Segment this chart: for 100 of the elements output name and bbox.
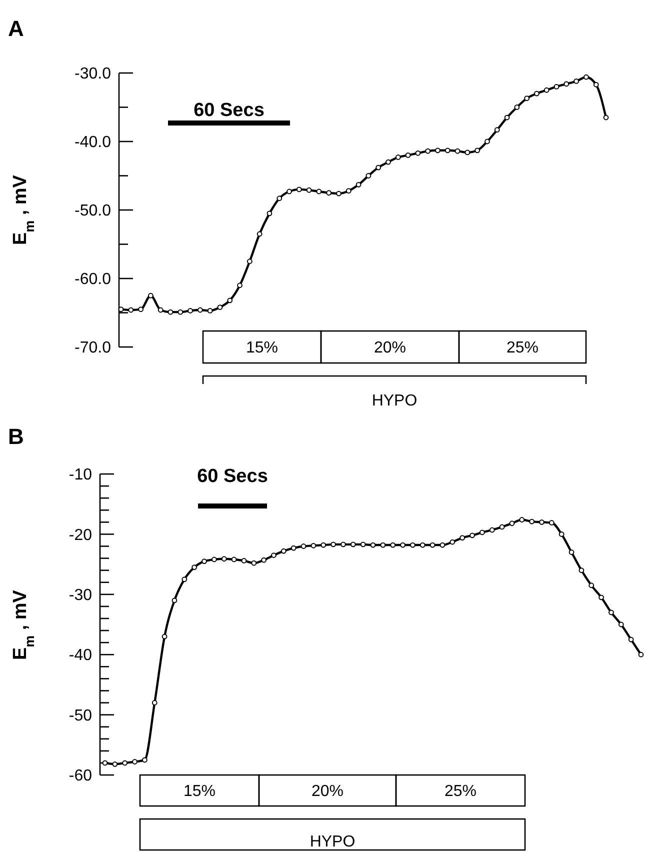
annotation: 60 Secs [197, 466, 268, 487]
point [148, 292, 154, 298]
point [172, 598, 178, 604]
y-tick-label: -30.0 [74, 66, 112, 83]
point [316, 188, 322, 194]
point [286, 188, 292, 194]
y-tick-label: -70.0 [74, 340, 112, 357]
point [534, 90, 540, 96]
point [350, 542, 356, 548]
point [266, 210, 272, 216]
point [588, 582, 594, 588]
point [568, 550, 574, 555]
point [415, 150, 421, 156]
point [504, 114, 510, 120]
point [241, 558, 247, 564]
point [360, 542, 366, 548]
point [420, 542, 426, 548]
point [280, 548, 286, 554]
point [231, 556, 237, 562]
point [539, 519, 544, 525]
point [489, 527, 495, 533]
point [558, 532, 564, 537]
point [122, 760, 128, 766]
point [395, 154, 401, 160]
annotation: 25% [506, 340, 539, 357]
point [227, 298, 233, 304]
point [499, 524, 505, 530]
point [188, 308, 193, 314]
point [564, 81, 570, 87]
point [221, 556, 227, 562]
y-tick-label: -40.0 [74, 134, 112, 152]
y-tick-label: -60.0 [74, 271, 112, 288]
text: 20% [311, 783, 344, 800]
point [217, 304, 223, 310]
text: 15% [183, 783, 216, 800]
point [554, 84, 560, 90]
chart-title: B [8, 424, 24, 449]
point [479, 530, 485, 536]
point [598, 594, 604, 600]
point [182, 576, 188, 582]
text: HYPO [310, 834, 356, 851]
point [132, 759, 138, 764]
point [519, 517, 525, 522]
point [162, 634, 168, 640]
point [386, 159, 391, 165]
point [356, 182, 362, 188]
point [400, 542, 406, 548]
point [470, 532, 475, 538]
point [578, 568, 584, 574]
y-tick-label: -30 [68, 587, 92, 604]
annotation: 20% [374, 340, 406, 357]
point [524, 96, 530, 102]
point [152, 700, 158, 706]
point [336, 190, 342, 196]
point [440, 542, 446, 548]
point [202, 558, 207, 564]
y-tick-label: -50.0 [74, 202, 112, 220]
point [271, 552, 276, 558]
point [366, 173, 372, 178]
point [296, 186, 302, 192]
point [628, 636, 634, 642]
point [584, 74, 589, 80]
point [346, 188, 352, 194]
point [158, 307, 164, 313]
point [484, 138, 490, 144]
point [178, 309, 184, 315]
point [494, 127, 500, 133]
point [310, 542, 316, 548]
point [638, 652, 644, 658]
point [207, 308, 213, 314]
y-tick-label: -50 [68, 707, 92, 724]
annotation: 60 Secs [194, 100, 264, 121]
y-tick-label: -10 [68, 466, 92, 484]
point [237, 282, 242, 288]
point [430, 542, 436, 548]
point [514, 104, 520, 110]
point [370, 542, 376, 548]
y-tick-label: -40 [68, 647, 92, 664]
point [251, 560, 257, 566]
point [464, 150, 470, 156]
point [529, 518, 535, 524]
y-tick-label: -20 [68, 526, 92, 544]
point [246, 258, 252, 264]
point [390, 542, 396, 548]
point [112, 761, 118, 767]
point [300, 544, 306, 549]
point [454, 148, 460, 154]
point [320, 542, 326, 548]
point [460, 535, 466, 541]
point [168, 309, 174, 315]
point [128, 307, 134, 313]
point [380, 542, 386, 548]
point [192, 564, 198, 570]
text: HYPO [372, 392, 418, 410]
point [306, 187, 312, 193]
point [608, 610, 614, 616]
point [138, 306, 144, 312]
text: 25% [444, 783, 477, 800]
point [376, 164, 382, 170]
point [340, 542, 346, 548]
